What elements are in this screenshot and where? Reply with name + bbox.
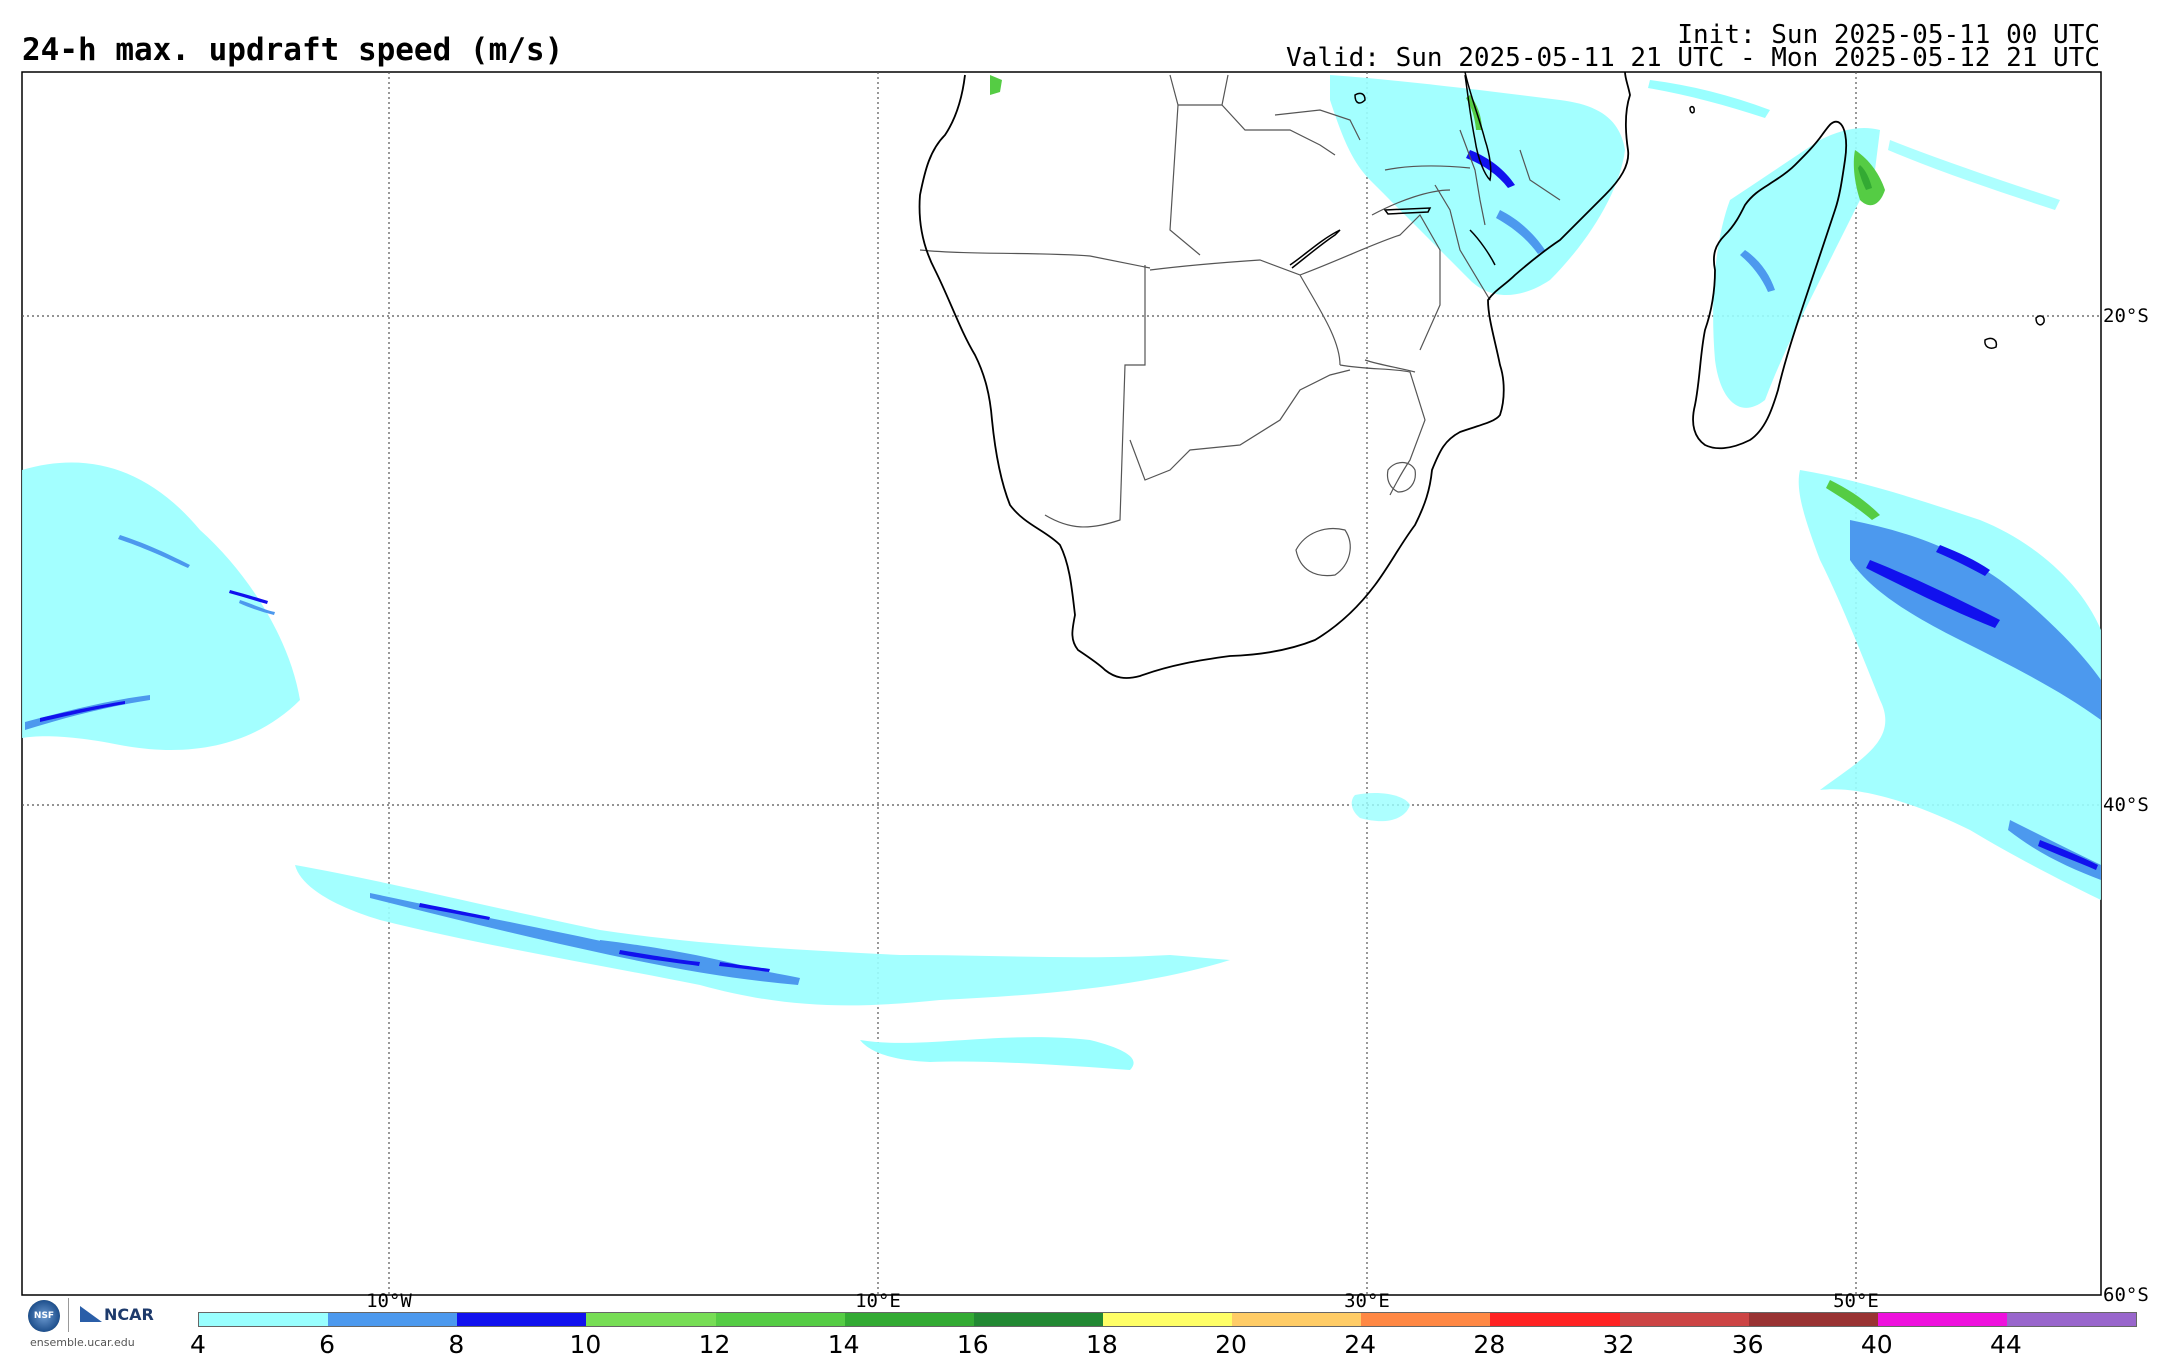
lon-label-10e: 10°E: [855, 1290, 901, 1312]
colorbar-tick-label: 28: [1473, 1330, 1506, 1359]
lesotho-border: [1295, 528, 1351, 577]
ncar-logo-text: NCAR: [104, 1305, 154, 1324]
island-mauritius: [2035, 315, 2045, 326]
colorbar-segment: [1748, 1313, 1878, 1326]
colorbar-tick-label: 14: [827, 1330, 860, 1359]
colorbar-tick-label: 24: [1344, 1330, 1377, 1359]
graticule: [22, 72, 2101, 1295]
lake-kariba: [1289, 229, 1341, 269]
init-time: Init: Sun 2025-05-11 00 UTC: [1677, 20, 2100, 50]
lat-label-40s: 40°S: [2103, 794, 2149, 816]
colorbar-tick-label: 8: [448, 1330, 465, 1359]
colorbar-segment: [1877, 1313, 2007, 1326]
colorbar-tick-label: 18: [1086, 1330, 1118, 1359]
ncar-logo-icon: [80, 1306, 102, 1322]
madagascar-coastline: [1692, 120, 1848, 450]
colorbar-tick-label: 10: [569, 1330, 602, 1359]
colorbar-segment: [1490, 1313, 1620, 1326]
lake-victoria-edge: [1354, 92, 1366, 104]
colorbar-tick-label: 16: [956, 1330, 989, 1359]
colorbar-segment: [199, 1313, 329, 1326]
colorbar-tick-label: 44: [1989, 1330, 2022, 1359]
colorbar-tick-label: 20: [1215, 1330, 1247, 1359]
colorbar-segment: [973, 1313, 1103, 1326]
lake-cahora: [1383, 207, 1432, 215]
mozambique-river: [1469, 229, 1496, 266]
africa-coastline: [918, 71, 1631, 679]
island-reunion: [1984, 337, 1998, 349]
nsf-ncar-logo: NSF NCAR ensemble.ucar.edu: [24, 1296, 164, 1352]
updraft-swath-south: [295, 865, 1230, 1006]
lon-label-30e: 30°E: [1344, 1290, 1390, 1312]
lon-label-10w: 10°W: [366, 1290, 412, 1312]
colorbar-segment: [844, 1313, 974, 1326]
eswatini-border: [1386, 461, 1416, 493]
colorbar-segment: [715, 1313, 845, 1326]
colorbar-tick-label: 6: [319, 1330, 336, 1359]
logo-divider: [68, 1298, 69, 1332]
logo-url: ensemble.ucar.edu: [30, 1336, 135, 1349]
nsf-logo-icon: NSF: [28, 1300, 60, 1332]
colorbar-tick-label: 12: [698, 1330, 731, 1359]
lake-malawi: [1464, 71, 1492, 182]
colorbar: [198, 1312, 2137, 1327]
colorbar-tick-label: 4: [190, 1330, 206, 1359]
colorbar-segment: [457, 1313, 587, 1326]
colorbar-tick-label: 32: [1602, 1330, 1635, 1359]
lat-label-20s: 20°S: [2103, 305, 2149, 327]
lat-label-60s: 60°S: [2103, 1284, 2149, 1306]
country-borders: [919, 74, 1561, 528]
colorbar-tick-label: 36: [1731, 1330, 1764, 1359]
colorbar-segment: [1361, 1313, 1491, 1326]
updraft-swath-west: [22, 462, 300, 750]
island-comoros: [1689, 105, 1695, 114]
colorbar-segment: [328, 1313, 458, 1326]
colorbar-segment: [1619, 1313, 1749, 1326]
colorbar-tick-label: 40: [1860, 1330, 1893, 1359]
colorbar-segment: [1102, 1313, 1233, 1326]
colorbar-segment: [2006, 1313, 2137, 1326]
map-title: 24-h max. updraft speed (m/s): [22, 32, 564, 68]
colorbar-segment: [586, 1313, 716, 1326]
ncar-logo: NCAR: [80, 1305, 154, 1324]
updraft-field: [22, 75, 2101, 1070]
lon-label-50e: 50°E: [1833, 1290, 1879, 1312]
colorbar-segment: [1232, 1313, 1362, 1326]
valid-time: Valid: Sun 2025-05-11 21 UTC - Mon 2025-…: [1286, 43, 2100, 73]
